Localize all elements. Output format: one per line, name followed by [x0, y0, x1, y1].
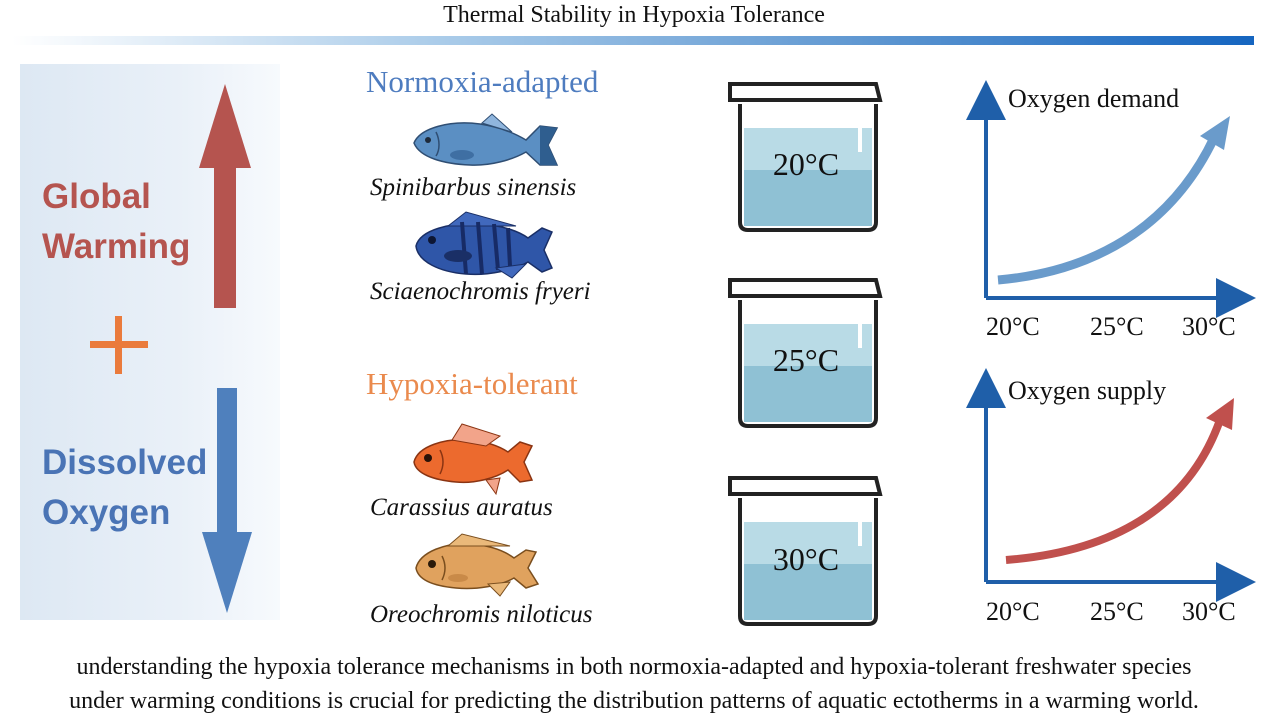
beaker-temperature: 30°C: [772, 541, 840, 577]
hypoxia-group-title: Hypoxia-tolerant: [366, 366, 578, 401]
species-label: Spinibarbus sinensis: [370, 174, 577, 201]
warming-up-arrow: [199, 84, 251, 308]
supply-x-tick: 20°C: [986, 597, 1040, 626]
demand-x-tick: 30°C: [1182, 312, 1236, 341]
figure-title: Thermal Stability in Hypoxia Tolerance: [443, 2, 825, 28]
supply-x-tick: 25°C: [1090, 597, 1144, 626]
dissolved-oxygen-label: Dissolved Oxygen: [42, 438, 207, 538]
supply-x-tick: 30°C: [1182, 597, 1236, 626]
supply-curve: [1005, 398, 1234, 564]
beaker-20c: [728, 82, 883, 232]
dissolved-oxygen-line1: Dissolved: [42, 443, 208, 482]
oxygen-supply-title: Oxygen supply: [1008, 376, 1167, 405]
beaker-temperature: 25°C: [772, 342, 840, 378]
fish-spinibarbus-icon: [413, 113, 559, 166]
dissolved-oxygen-line2: Oxygen: [42, 493, 171, 532]
plus-icon: [90, 316, 148, 374]
demand-x-tick: 25°C: [1090, 312, 1144, 341]
fish-carassius-icon: [413, 423, 534, 496]
demand-graph-axes: [966, 80, 1256, 318]
beaker-30c: [728, 476, 883, 626]
species-label: Sciaenochromis fryeri: [370, 278, 591, 305]
species-label: Oreochromis niloticus: [370, 601, 593, 628]
demand-curve: [997, 116, 1230, 285]
global-warming-label: Global Warming: [42, 172, 190, 272]
figure-caption: understanding the hypoxia tolerance mech…: [0, 650, 1268, 718]
oxygen-demand-title: Oxygen demand: [1008, 84, 1180, 113]
fish-oreochromis-icon: [415, 533, 540, 597]
title-gradient-bar: [12, 36, 1254, 45]
fish-sciaenochromis-icon: [415, 211, 554, 279]
oxygen-down-arrow: [202, 388, 252, 613]
beaker-25c: [728, 278, 883, 428]
caption-line-1: understanding the hypoxia tolerance mech…: [76, 654, 1192, 680]
normoxia-group-title: Normoxia-adapted: [366, 64, 599, 99]
caption-line-2: under warming conditions is crucial for …: [69, 688, 1199, 714]
global-warming-line2: Warming: [42, 227, 191, 266]
global-warming-line1: Global: [42, 177, 151, 216]
beaker-temperature: 20°C: [772, 146, 840, 182]
species-label: Carassius auratus: [370, 494, 553, 521]
supply-graph-axes: [966, 368, 1256, 602]
demand-x-tick: 20°C: [986, 312, 1040, 341]
